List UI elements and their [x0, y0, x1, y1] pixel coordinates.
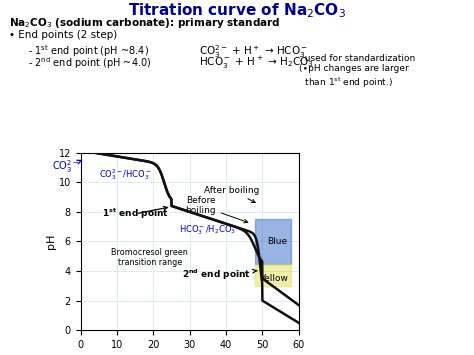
Text: 1$^\mathregular{st}$ end point: 1$^\mathregular{st}$ end point — [102, 206, 169, 221]
Text: Before
boiling: Before boiling — [185, 196, 248, 223]
Text: CO$_3^{2-}$/HCO$_3^-$: CO$_3^{2-}$/HCO$_3^-$ — [99, 168, 151, 182]
Text: Na$_2$CO$_3$ (sodium carbonate): primary standard: Na$_2$CO$_3$ (sodium carbonate): primary… — [9, 16, 281, 30]
Text: Blue: Blue — [268, 237, 288, 246]
Text: CO$_3^{2-}$ + H$^+$ → HCO$_3^-$: CO$_3^{2-}$ + H$^+$ → HCO$_3^-$ — [199, 43, 308, 60]
Text: - 2$^\mathregular{nd}$ end point (pH ~4.0): - 2$^\mathregular{nd}$ end point (pH ~4.… — [28, 55, 152, 71]
Text: • End points (2 step): • End points (2 step) — [9, 30, 118, 40]
Text: After boiling: After boiling — [204, 186, 259, 203]
Text: - 1$^\mathregular{st}$ end point (pH ~8.4): - 1$^\mathregular{st}$ end point (pH ~8.… — [28, 43, 149, 59]
Text: CO$_3^{2-}$: CO$_3^{2-}$ — [52, 159, 82, 175]
Y-axis label: pH: pH — [46, 234, 56, 249]
Text: Titration curve of Na$_2$CO$_3$: Titration curve of Na$_2$CO$_3$ — [128, 2, 346, 21]
Bar — [255, 263, 292, 286]
Text: : used for standardization
(∙pH changes are larger
  than 1$^\mathregular{st}$ e: : used for standardization (∙pH changes … — [299, 54, 415, 90]
Bar — [255, 219, 292, 263]
Text: Yellow: Yellow — [260, 274, 288, 283]
Text: Bromocresol green
transition range: Bromocresol green transition range — [111, 248, 188, 267]
Text: 2$^\mathregular{nd}$ end point: 2$^\mathregular{nd}$ end point — [182, 268, 257, 282]
Text: HCO$_3^-$ + H$^+$ → H$_2$CO$_3$: HCO$_3^-$ + H$^+$ → H$_2$CO$_3$ — [199, 55, 314, 71]
Text: HCO$_3^-$/H$_2$CO$_3$: HCO$_3^-$/H$_2$CO$_3$ — [179, 224, 236, 237]
